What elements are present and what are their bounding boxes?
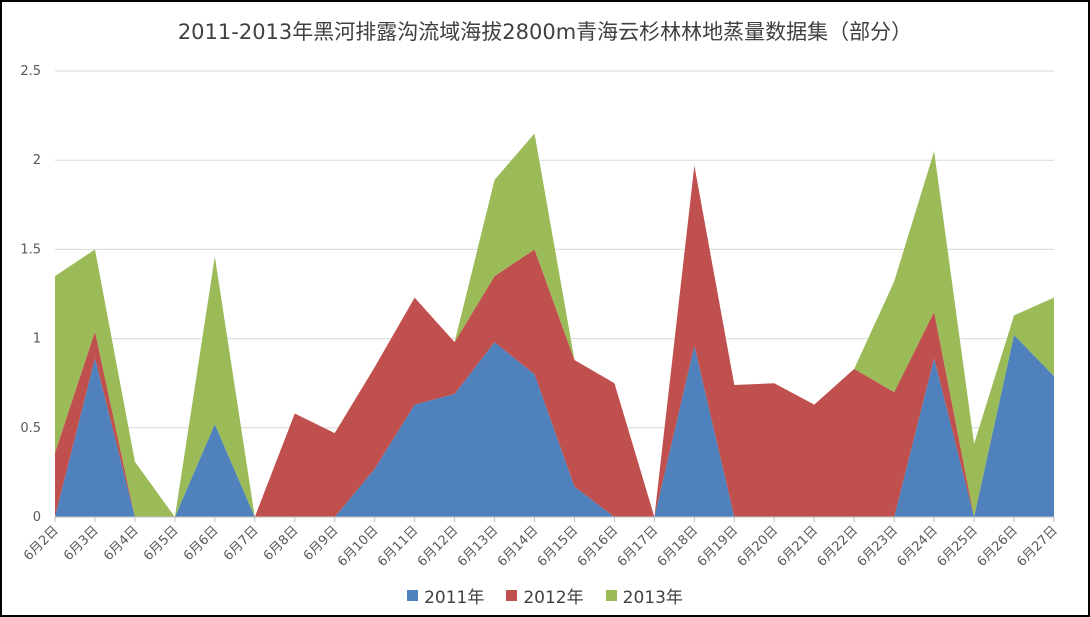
x-tick-label: 6月15日 [535, 523, 582, 570]
x-tick-label: 6月16日 [575, 523, 622, 570]
y-tick-label: 0.5 [20, 421, 41, 436]
area-series-2011年 [55, 335, 1054, 517]
x-tick-label: 6月24日 [894, 523, 941, 570]
y-tick-label: 1 [33, 332, 41, 347]
y-tick-label: 2 [33, 153, 41, 168]
legend-label: 2012年 [523, 588, 584, 608]
y-tick-label: 0 [33, 510, 41, 525]
x-tick-label: 6月26日 [974, 523, 1021, 570]
x-tick-label: 6月4日 [101, 523, 142, 564]
x-tick-label: 6月18日 [655, 523, 702, 570]
x-tick-label: 6月27日 [1014, 523, 1061, 570]
legend: 2011年 2012年 2013年 [0, 583, 1090, 608]
legend-label: 2011年 [424, 588, 485, 608]
x-tick-label: 6月13日 [455, 523, 502, 570]
x-tick-label: 6月6日 [181, 523, 222, 564]
x-tick-label: 6月17日 [615, 523, 662, 570]
y-tick-label: 1.5 [20, 242, 41, 257]
x-tick-label: 6月23日 [854, 523, 901, 570]
legend-item: 2013年 [605, 583, 683, 608]
x-tick-label: 6月11日 [375, 523, 422, 570]
legend-swatch [407, 590, 419, 601]
x-tick-label: 6月20日 [735, 523, 782, 570]
x-tick-label: 6月25日 [934, 523, 981, 570]
chart-title: 2011-2013年黑河排露沟流域海拔2800m青海云杉林林地蒸量数据集（部分） [177, 20, 913, 44]
area-series-2012年 [55, 165, 1054, 517]
x-tick-label: 6月10日 [335, 523, 382, 570]
x-tick-label: 6月5日 [141, 523, 182, 564]
x-tick-label: 6月7日 [221, 523, 262, 564]
x-tick-label: 6月2日 [21, 523, 62, 564]
legend-swatch [605, 590, 617, 601]
legend-item: 2011年 [407, 583, 484, 608]
x-tick-label: 6月12日 [415, 523, 462, 570]
legend-item: 2012年 [506, 583, 584, 608]
y-tick-label: 2.5 [20, 64, 41, 79]
x-tick-label: 6月19日 [695, 523, 742, 570]
legend-swatch [506, 590, 518, 601]
x-tick-label: 6月14日 [495, 523, 542, 570]
x-tick-label: 6月21日 [775, 523, 822, 570]
legend-label: 2013年 [622, 588, 683, 608]
x-tick-label: 6月3日 [61, 523, 102, 564]
x-tick-label: 6月22日 [814, 523, 861, 570]
x-tick-label: 6月8日 [261, 523, 302, 564]
